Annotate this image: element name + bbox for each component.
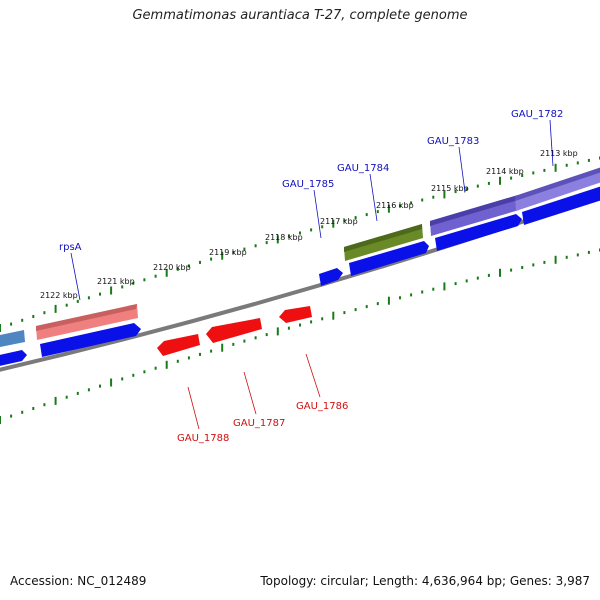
gene-label-GAU-1788: GAU_1788 — [177, 433, 229, 444]
gene-label-GAU-1785: GAU_1785 — [282, 179, 334, 190]
genome-backbone — [0, 193, 600, 372]
cds-arrow — [279, 306, 312, 323]
kbp-label: 2122 kbp — [40, 291, 78, 300]
forward-cds-track — [0, 186, 600, 366]
cds-arrow — [40, 323, 141, 357]
kbp-label: 2114 kbp — [486, 167, 524, 176]
gene-label-rpsA: rpsA — [59, 242, 82, 253]
kbp-label: 2116 kbp — [376, 201, 414, 210]
kbp-label: 2117 kbp — [320, 217, 358, 226]
cds-arrow — [0, 350, 27, 366]
outer-scale-ticks — [0, 156, 600, 332]
topology-label: Topology: circular; Length: 4,636,964 bp… — [260, 574, 590, 588]
feature-bar-left-edge — [0, 330, 25, 347]
forward-gene-labels: GAU_1782 GAU_1783 GAU_1784 GAU_1785 rpsA — [59, 109, 563, 301]
map-title: Gemmatimonas aurantiaca T-27, complete g… — [132, 8, 468, 23]
cds-arrow — [319, 268, 343, 286]
kbp-label: 2120 kbp — [153, 263, 191, 272]
cds-arrow — [435, 214, 522, 251]
cds-arrow — [206, 318, 262, 343]
gene-label-GAU-1782: GAU_1782 — [511, 109, 563, 120]
kbp-label: 2119 kbp — [209, 248, 247, 257]
kbp-label: 2115 kbp — [431, 184, 469, 193]
cds-arrow — [157, 334, 200, 356]
reverse-cds-track — [157, 306, 312, 356]
gene-label-GAU-1783: GAU_1783 — [427, 136, 479, 147]
gene-label-GAU-1784: GAU_1784 — [337, 163, 389, 174]
inner-scale-ticks — [0, 248, 600, 424]
reverse-gene-labels: GAU_1786 GAU_1787 GAU_1788 — [177, 353, 348, 444]
kbp-label: 2113 kbp — [540, 149, 578, 158]
kbp-labels: 2113 kbp 2114 kbp 2115 kbp 2116 kbp 2117… — [40, 149, 578, 300]
gene-label-GAU-1786: GAU_1786 — [296, 401, 348, 412]
accession-label: Accession: NC_012489 — [10, 574, 147, 588]
kbp-label: 2118 kbp — [265, 233, 303, 242]
kbp-label: 2121 kbp — [97, 277, 135, 286]
cds-arrow — [522, 186, 600, 225]
gene-label-GAU-1787: GAU_1787 — [233, 418, 285, 429]
feature-track — [0, 167, 600, 347]
cds-arrow — [349, 241, 429, 276]
